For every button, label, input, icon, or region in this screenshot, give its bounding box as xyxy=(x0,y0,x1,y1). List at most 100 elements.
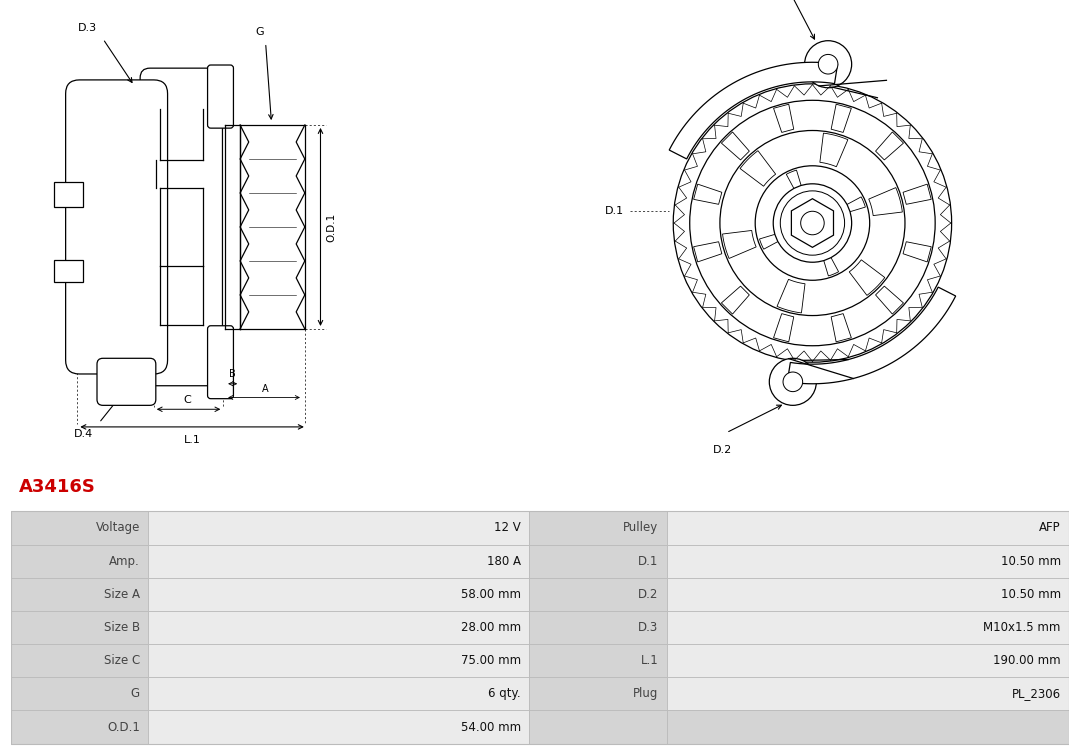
Text: D.1: D.1 xyxy=(638,555,659,568)
Text: D.4: D.4 xyxy=(73,429,93,439)
Polygon shape xyxy=(903,242,931,262)
Bar xyxy=(529,578,667,611)
Text: M10x1.5 mm: M10x1.5 mm xyxy=(984,621,1061,634)
Text: D.1: D.1 xyxy=(605,206,624,216)
Polygon shape xyxy=(721,132,750,160)
Polygon shape xyxy=(820,133,848,166)
Bar xyxy=(667,511,1069,544)
Polygon shape xyxy=(832,197,865,217)
Text: 10.50 mm: 10.50 mm xyxy=(1000,588,1061,601)
Bar xyxy=(11,511,1069,744)
Bar xyxy=(148,644,529,677)
Circle shape xyxy=(720,130,905,316)
Polygon shape xyxy=(787,287,956,384)
Circle shape xyxy=(805,41,852,88)
Text: 180 A: 180 A xyxy=(487,555,521,568)
Circle shape xyxy=(783,372,802,392)
Text: G: G xyxy=(255,27,264,37)
Bar xyxy=(529,511,667,544)
Bar xyxy=(529,677,667,711)
Bar xyxy=(667,611,1069,644)
Polygon shape xyxy=(693,242,721,262)
Circle shape xyxy=(673,84,951,362)
FancyBboxPatch shape xyxy=(207,326,233,398)
Text: 28.00 mm: 28.00 mm xyxy=(461,621,521,634)
Text: 12 V: 12 V xyxy=(495,521,521,535)
Circle shape xyxy=(690,100,935,346)
Polygon shape xyxy=(832,314,851,342)
Text: 190.00 mm: 190.00 mm xyxy=(994,654,1061,667)
Text: D.2: D.2 xyxy=(638,588,659,601)
Text: 58.00 mm: 58.00 mm xyxy=(461,588,521,601)
Bar xyxy=(11,711,148,744)
Bar xyxy=(667,711,1069,744)
Polygon shape xyxy=(721,286,750,314)
Bar xyxy=(148,611,529,644)
Text: Voltage: Voltage xyxy=(95,521,140,535)
Bar xyxy=(667,644,1069,677)
Bar xyxy=(667,578,1069,611)
Polygon shape xyxy=(723,230,756,258)
FancyBboxPatch shape xyxy=(207,65,233,128)
Polygon shape xyxy=(903,184,931,204)
Text: Size C: Size C xyxy=(104,654,140,667)
FancyBboxPatch shape xyxy=(140,69,222,386)
Bar xyxy=(529,644,667,677)
Bar xyxy=(148,511,529,544)
Bar xyxy=(11,544,148,578)
Text: O.D.1: O.D.1 xyxy=(326,212,336,242)
Bar xyxy=(148,711,529,744)
Polygon shape xyxy=(759,229,794,249)
Circle shape xyxy=(800,212,824,235)
Circle shape xyxy=(769,358,816,405)
Bar xyxy=(529,711,667,744)
Text: Amp.: Amp. xyxy=(109,555,140,568)
Polygon shape xyxy=(773,104,794,133)
Bar xyxy=(529,544,667,578)
Text: L.1: L.1 xyxy=(640,654,659,667)
Text: AFP: AFP xyxy=(1039,521,1061,535)
Polygon shape xyxy=(868,187,903,215)
Circle shape xyxy=(780,191,845,255)
Bar xyxy=(148,677,529,711)
FancyBboxPatch shape xyxy=(97,358,156,405)
Text: PL_2306: PL_2306 xyxy=(1012,687,1061,700)
Text: 10.50 mm: 10.50 mm xyxy=(1000,555,1061,568)
Text: 75.00 mm: 75.00 mm xyxy=(461,654,521,667)
Text: Pulley: Pulley xyxy=(623,521,659,535)
Text: D.2: D.2 xyxy=(713,444,732,455)
Polygon shape xyxy=(777,279,805,313)
Bar xyxy=(54,261,83,282)
Polygon shape xyxy=(786,170,806,204)
Text: B: B xyxy=(229,369,237,379)
Text: G: G xyxy=(131,687,140,700)
Bar xyxy=(11,611,148,644)
Polygon shape xyxy=(849,260,885,295)
Bar xyxy=(667,544,1069,578)
Text: C: C xyxy=(184,395,191,405)
Bar xyxy=(11,511,148,544)
Text: Size A: Size A xyxy=(104,588,140,601)
Bar xyxy=(54,182,83,207)
Bar xyxy=(11,578,148,611)
Polygon shape xyxy=(876,132,904,160)
Circle shape xyxy=(773,184,852,262)
Text: Size B: Size B xyxy=(104,621,140,634)
Text: 54.00 mm: 54.00 mm xyxy=(461,721,521,733)
Polygon shape xyxy=(693,184,721,204)
Bar xyxy=(148,544,529,578)
Polygon shape xyxy=(740,151,775,186)
Text: O.D.1: O.D.1 xyxy=(107,721,140,733)
Text: D.3: D.3 xyxy=(78,23,97,33)
Bar xyxy=(148,578,529,611)
Bar xyxy=(667,677,1069,711)
Text: A: A xyxy=(261,383,268,394)
Polygon shape xyxy=(819,242,838,276)
Circle shape xyxy=(755,166,869,280)
Polygon shape xyxy=(876,286,904,314)
Bar xyxy=(11,677,148,711)
Circle shape xyxy=(819,54,838,74)
Text: A3416S: A3416S xyxy=(19,478,96,496)
Polygon shape xyxy=(792,199,834,247)
Text: L.1: L.1 xyxy=(184,434,201,445)
